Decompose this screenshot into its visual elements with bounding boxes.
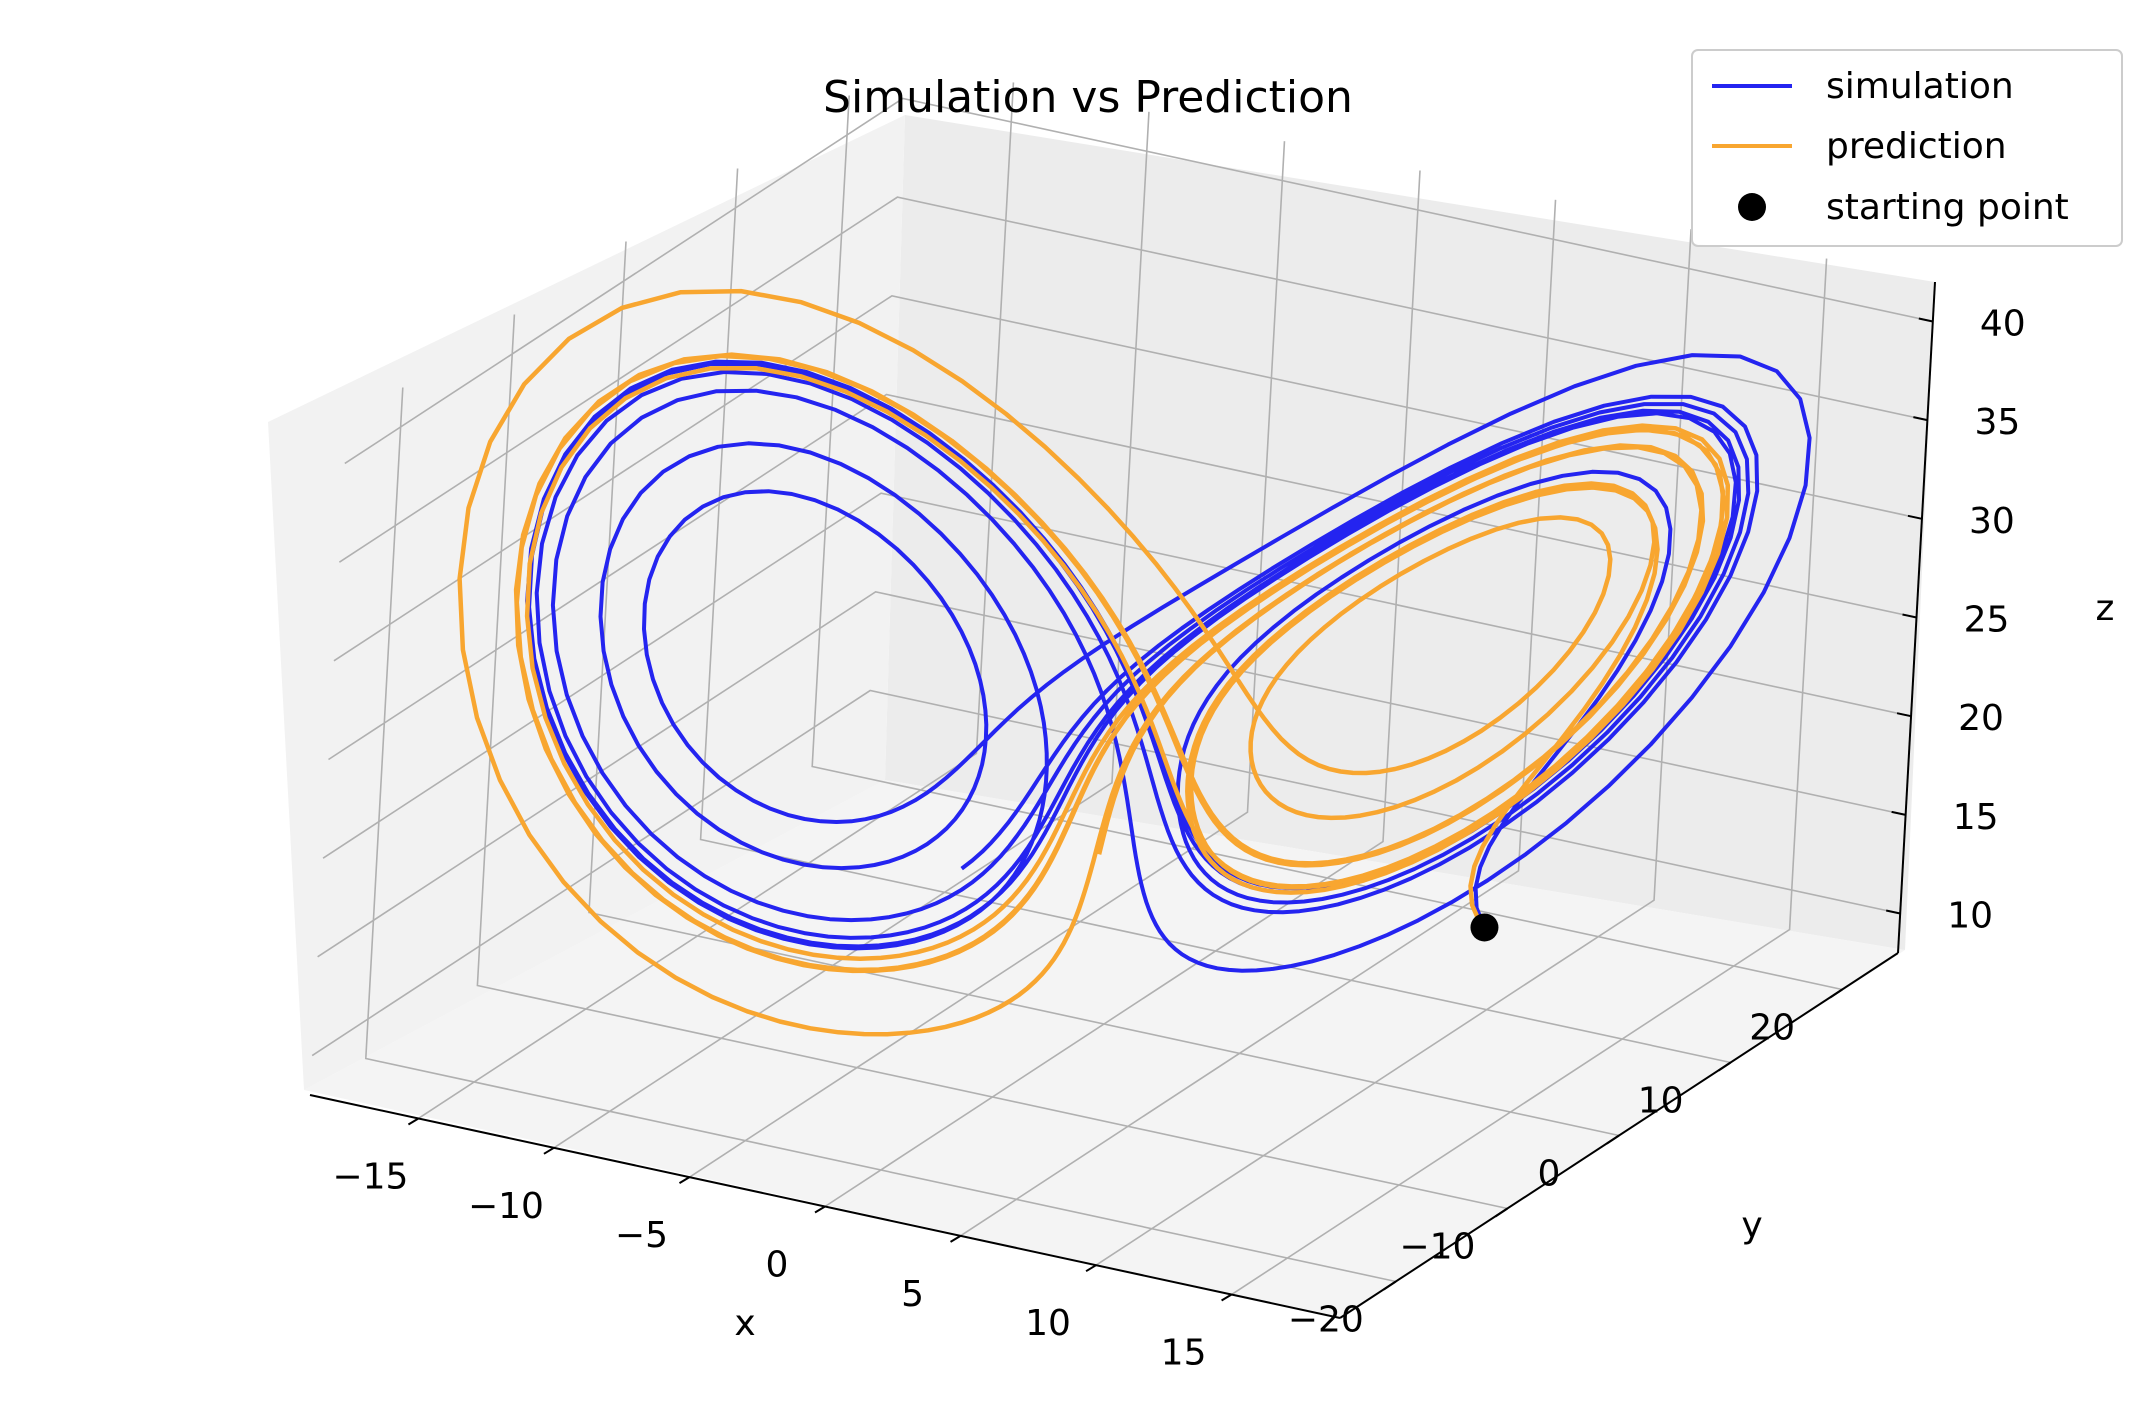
grid-y [588, 241, 1620, 1137]
grid-z [344, 97, 1933, 465]
x-tick [814, 1205, 826, 1214]
gridlines [311, 82, 1933, 1296]
x-tick-label: −5 [615, 1215, 668, 1256]
z-tick [1918, 317, 1934, 323]
x-axis-label: x [734, 1303, 755, 1344]
axes-panes [268, 115, 1935, 1318]
grid-x [417, 82, 1015, 1120]
x-tick-label: 10 [1025, 1303, 1071, 1344]
x-tick [543, 1146, 555, 1155]
z-axis-label: z [2096, 588, 2115, 629]
x-tick [950, 1234, 962, 1243]
z-tick [1913, 416, 1928, 422]
grid-x [553, 111, 1150, 1149]
x-tick [678, 1176, 690, 1185]
grid-y [476, 314, 1508, 1210]
z-tick-label: 35 [1974, 402, 2020, 443]
z-tick-label: 40 [1980, 303, 2026, 344]
x-tick-label: −15 [332, 1156, 408, 1197]
x-tick-label: 5 [901, 1274, 924, 1315]
x-tick-label: −10 [468, 1186, 544, 1227]
starting-point-marker [1470, 913, 1499, 942]
z-tick [1907, 514, 1923, 520]
grid-y [811, 95, 1843, 991]
grid-x [824, 170, 1421, 1208]
y-tick [1829, 988, 1843, 999]
y-tick-label: 0 [1538, 1154, 1561, 1195]
legend-starting-point-label: starting point [1826, 187, 2069, 228]
grid-z [328, 393, 1917, 761]
legend-prediction-label: prediction [1826, 126, 2007, 167]
grid-y [364, 387, 1396, 1283]
z-tick [1896, 712, 1912, 718]
z-tick-label: 15 [1953, 797, 1999, 838]
z-tick-label: 10 [1947, 896, 1993, 937]
y-tick-label: 10 [1638, 1081, 1684, 1122]
z-tick [1885, 909, 1901, 915]
y-tick-label: 20 [1749, 1008, 1795, 1049]
z-tick-label: 25 [1964, 600, 2010, 641]
y-tick [1494, 1207, 1508, 1218]
back-pane [885, 115, 1935, 950]
legend-simulation-label: simulation [1826, 66, 2014, 107]
x-tick [1085, 1264, 1097, 1273]
grid-x [1231, 258, 1828, 1296]
legend: simulation prediction starting point [1691, 49, 2123, 247]
x-tick [407, 1117, 419, 1126]
legend-box [1691, 49, 2123, 247]
y-tick-label: −20 [1288, 1300, 1364, 1341]
z-tick [1902, 613, 1917, 619]
grid-x [960, 199, 1557, 1237]
y-tick [1606, 1134, 1620, 1145]
y-tick [1383, 1280, 1397, 1291]
y-tick-label: −10 [1399, 1227, 1475, 1268]
series-layer [457, 288, 1812, 1037]
y-axis-label: y [1741, 1205, 1762, 1246]
x-tick-label: 0 [766, 1245, 789, 1286]
grid-z [333, 294, 1923, 662]
legend-starting-point-swatch [1738, 193, 1766, 221]
ticks: −15 −10 −5 0 5 10 15 −20 −10 0 10 20 10 15 20 25 30 35 40 [332, 303, 2025, 1373]
z-tick-label: 20 [1958, 698, 2004, 739]
chart-title: Simulation vs Prediction [823, 72, 1353, 123]
grid-z [322, 492, 1912, 859]
grid-x [689, 141, 1286, 1178]
simulation-line [525, 353, 1812, 973]
grid-z [338, 196, 1928, 563]
prediction-line [457, 288, 1731, 1037]
z-tick-label: 30 [1969, 501, 2015, 542]
y-tick [1718, 1061, 1732, 1072]
grid-x [1095, 229, 1692, 1266]
z-tick [1891, 810, 1906, 816]
x-tick [1221, 1293, 1233, 1302]
x-tick-label: 15 [1161, 1333, 1207, 1374]
grid-z [311, 689, 1901, 1057]
